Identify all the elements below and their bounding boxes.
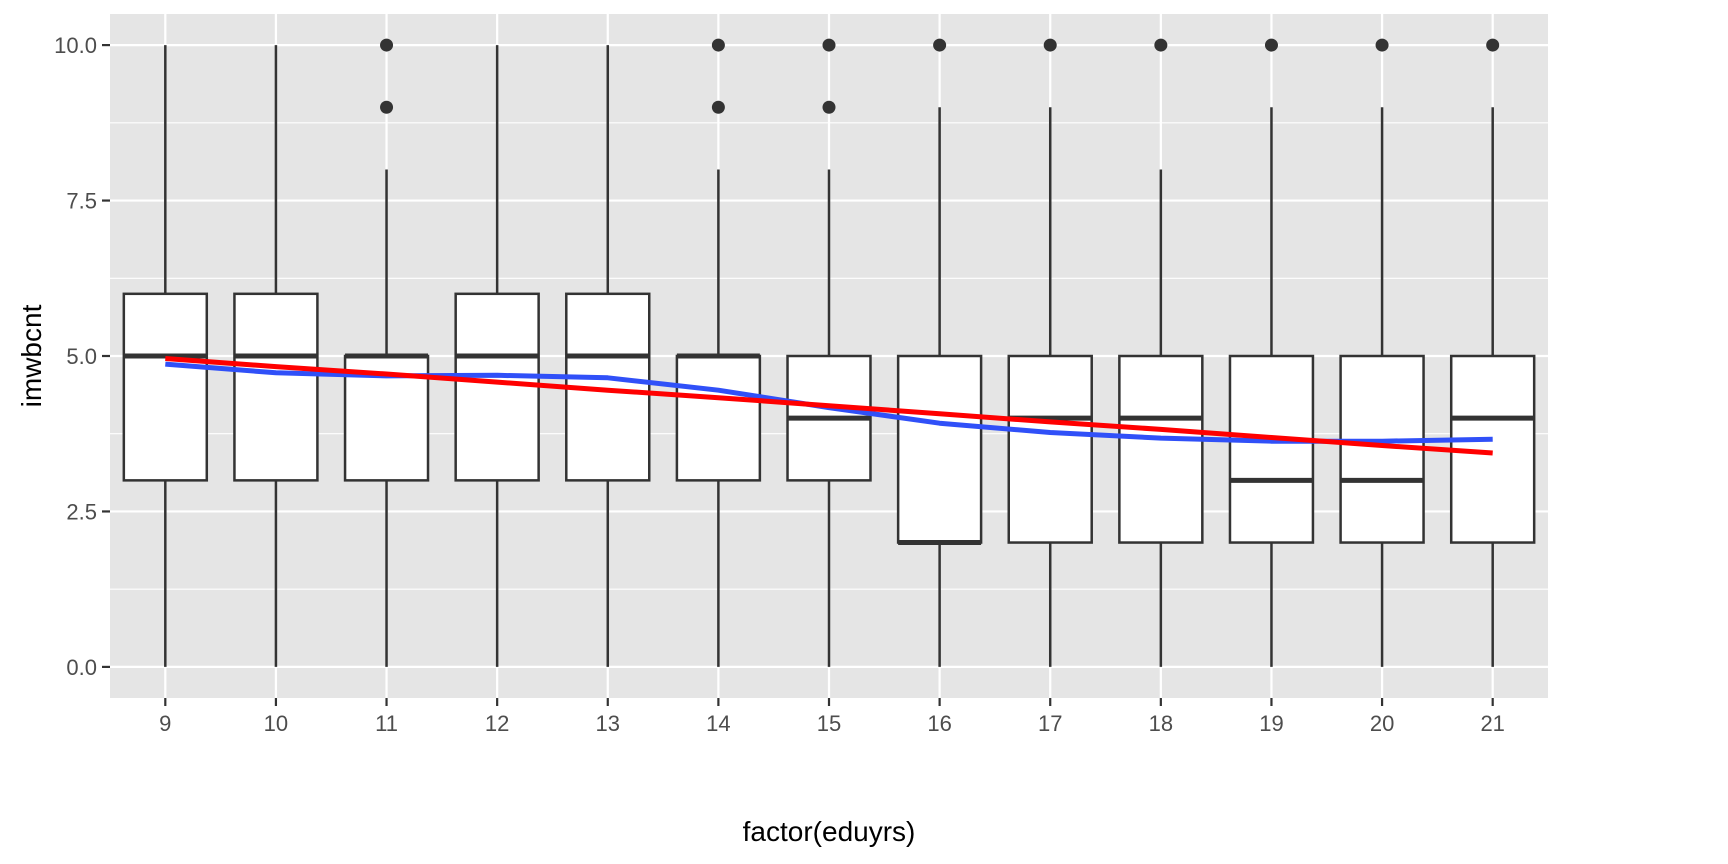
- outlier-point: [822, 100, 836, 114]
- x-tick-label: 21: [1480, 711, 1504, 736]
- outlier-point: [1375, 38, 1389, 52]
- x-tick-label: 10: [264, 711, 288, 736]
- y-axis-title: imwbcnt: [16, 304, 47, 407]
- x-tick-label: 17: [1038, 711, 1062, 736]
- x-tick-label: 13: [596, 711, 620, 736]
- box-18: [1118, 38, 1204, 667]
- y-axis: 0.0 2.5 5.0 7.5 10.0: [54, 33, 110, 680]
- y-tick-label: 10.0: [54, 33, 97, 58]
- y-tick-label: 5.0: [66, 344, 97, 369]
- outlier-point: [822, 38, 836, 52]
- x-tick-label: 16: [927, 711, 951, 736]
- x-tick-label: 12: [485, 711, 509, 736]
- outlier-point: [380, 100, 394, 114]
- x-axis-title: factor(eduyrs): [743, 816, 916, 847]
- outlier-point: [711, 100, 725, 114]
- x-tick-label: 20: [1370, 711, 1394, 736]
- box-9: [122, 45, 209, 667]
- box-body: [896, 354, 983, 544]
- box-10: [233, 45, 319, 667]
- x-tick-label: 19: [1259, 711, 1283, 736]
- outlier-point: [1264, 38, 1278, 52]
- outlier-point: [1486, 38, 1500, 52]
- box-body: [1007, 354, 1093, 544]
- box-body: [1118, 354, 1204, 544]
- x-tick-label: 9: [159, 711, 171, 736]
- x-axis: 9 10 11 12 13 14 15 16 17 18 19 20 21: [159, 698, 1505, 736]
- outlier-point: [1043, 38, 1057, 52]
- box-body: [122, 292, 209, 482]
- box-19: [1228, 38, 1315, 667]
- box-16: [896, 38, 983, 667]
- box-body: [675, 354, 762, 482]
- y-tick-label: 0.0: [66, 655, 97, 680]
- box-body: [233, 292, 319, 482]
- box-17: [1007, 38, 1093, 667]
- x-tick-label: 18: [1149, 711, 1173, 736]
- outlier-point: [380, 38, 394, 52]
- x-tick-label: 14: [706, 711, 730, 736]
- outlier-point: [1154, 38, 1168, 52]
- y-tick-label: 2.5: [66, 499, 97, 524]
- outlier-point: [711, 38, 725, 52]
- box-15: [786, 38, 872, 667]
- trend-lines: [165, 356, 1493, 456]
- x-tick-label: 15: [817, 711, 841, 736]
- box-14: [675, 38, 762, 667]
- box-12: [454, 45, 540, 667]
- outlier-point: [933, 38, 947, 52]
- linear-trend-line: [165, 356, 1493, 456]
- box-body: [454, 292, 540, 482]
- x-tick-label: 11: [375, 711, 398, 736]
- box-body: [1228, 354, 1315, 544]
- y-tick-label: 7.5: [66, 189, 97, 214]
